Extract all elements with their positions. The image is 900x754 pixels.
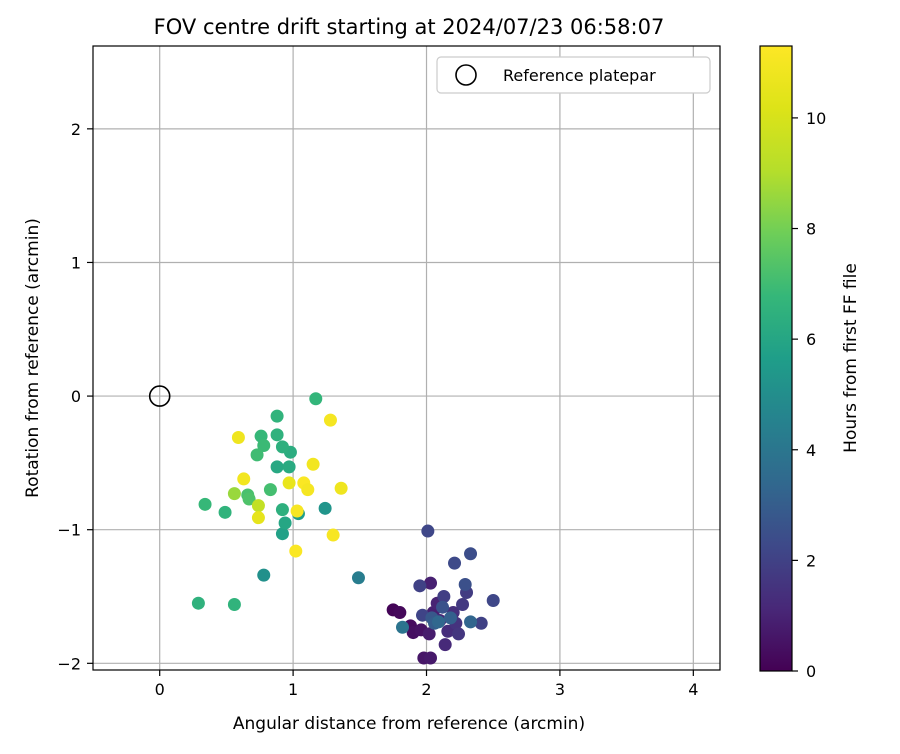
data-point (290, 504, 304, 518)
data-point (334, 481, 348, 495)
data-point (263, 483, 277, 497)
colorbar-tick-label: 4 (806, 441, 816, 460)
colorbar-label: Hours from first FF file (841, 263, 861, 453)
colorbar-tick-label: 0 (806, 662, 816, 681)
data-point (309, 392, 323, 406)
x-tick-label: 2 (421, 680, 431, 699)
data-point (351, 571, 365, 585)
data-point (282, 460, 296, 474)
x-tick-label: 1 (288, 680, 298, 699)
data-point (432, 615, 446, 629)
data-point (270, 409, 284, 423)
data-point (421, 524, 435, 538)
x-tick-label: 0 (155, 680, 165, 699)
data-point (486, 594, 500, 608)
y-tick-label: −2 (57, 654, 81, 673)
data-point (275, 527, 289, 541)
data-point (275, 503, 289, 517)
colorbar-ticks: 0 2 4 6 8 10 (792, 109, 826, 681)
data-point (318, 501, 332, 515)
data-point (437, 590, 451, 604)
legend: Reference platepar (436, 56, 711, 94)
data-point (438, 638, 452, 652)
data-point (289, 544, 303, 558)
y-tick-label: 2 (71, 120, 81, 139)
data-point (395, 620, 409, 634)
data-point (198, 497, 212, 511)
colorbar-tick-label: 2 (806, 551, 816, 570)
x-axis-label: Angular distance from reference (arcmin) (233, 714, 585, 734)
data-point (257, 568, 271, 582)
axis-ticks: 0 1 2 3 4 −2 −1 0 1 2 (57, 120, 698, 699)
data-point (237, 472, 251, 486)
legend-box (436, 56, 711, 94)
data-point (227, 487, 241, 501)
data-point (250, 448, 264, 462)
data-point (444, 611, 458, 625)
data-point (270, 460, 284, 474)
x-tick-label: 3 (555, 680, 565, 699)
data-point (441, 624, 455, 638)
data-point (231, 431, 245, 445)
data-point (393, 606, 407, 620)
data-point (424, 651, 438, 665)
data-point (301, 483, 315, 497)
data-point (323, 413, 337, 427)
data-point (413, 579, 427, 593)
data-point (464, 615, 478, 629)
colorbar-gradient (759, 45, 793, 672)
y-tick-label: −1 (57, 521, 81, 540)
data-point (436, 600, 450, 614)
colorbar: 0 2 4 6 8 10 Hours from first FF file (759, 45, 861, 681)
data-point (278, 516, 292, 530)
data-point (218, 505, 232, 519)
data-point (257, 439, 271, 453)
data-point (464, 547, 478, 561)
y-tick-label: 0 (71, 387, 81, 406)
chart-title: FOV centre drift starting at 2024/07/23 … (154, 15, 665, 39)
data-point (275, 440, 289, 454)
data-point (452, 627, 466, 641)
data-point (326, 528, 340, 542)
data-point (448, 556, 462, 570)
colorbar-tick-label: 8 (806, 220, 816, 239)
data-point (456, 598, 470, 612)
data-point (242, 492, 256, 506)
reference-platepar-marker (148, 385, 171, 407)
data-point (227, 598, 241, 612)
data-point (424, 576, 438, 590)
data-point (474, 616, 488, 630)
data-point (251, 499, 265, 513)
data-point (422, 627, 436, 641)
data-point (191, 596, 205, 610)
data-points (191, 392, 500, 665)
data-point (251, 511, 265, 525)
legend-marker-icon (455, 64, 477, 86)
data-point (282, 476, 296, 490)
colorbar-tick-label: 6 (806, 330, 816, 349)
y-tick-label: 1 (71, 253, 81, 272)
data-point (458, 577, 472, 591)
plot-frame (92, 45, 721, 671)
colorbar-tick-label: 10 (806, 109, 826, 128)
data-point (270, 428, 284, 442)
legend-entry-reference-platepar: Reference platepar (503, 66, 656, 85)
y-axis-label: Rotation from reference (arcmin) (23, 218, 43, 498)
data-point (306, 457, 320, 471)
grid (93, 46, 720, 670)
x-tick-label: 4 (688, 680, 698, 699)
